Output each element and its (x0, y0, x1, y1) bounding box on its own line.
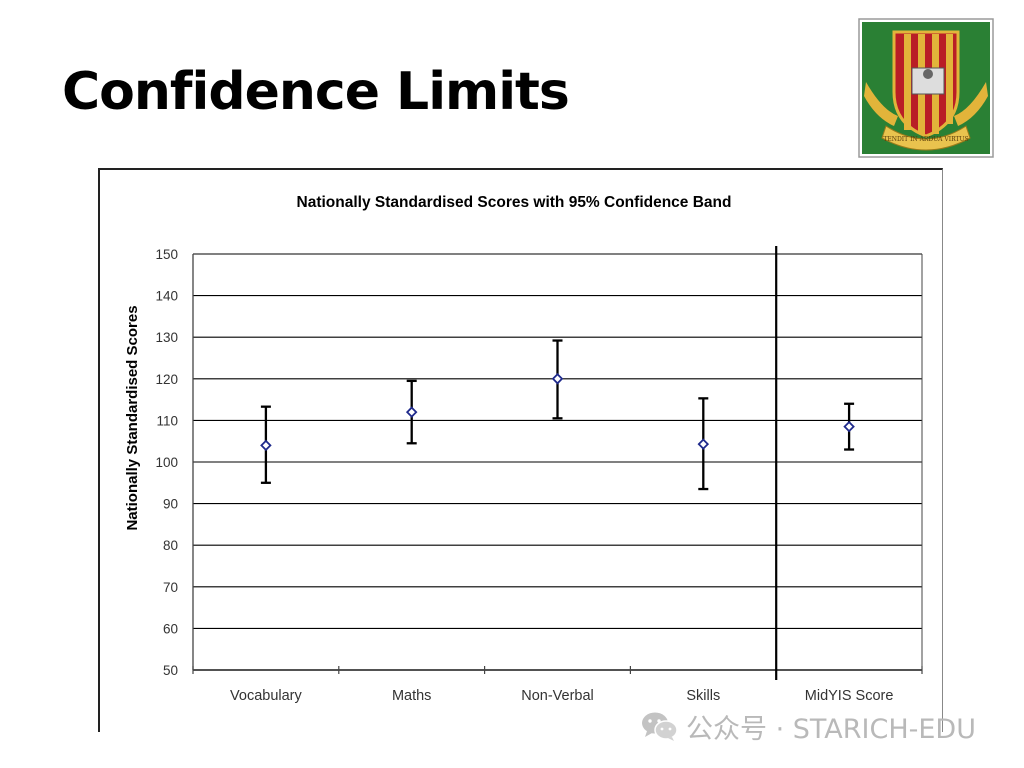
y-tick-label: 100 (155, 455, 178, 470)
x-tick-label: Maths (392, 688, 432, 704)
data-marks (260, 339, 855, 491)
data-point (405, 406, 418, 418)
x-tick-label: Skills (686, 688, 720, 704)
y-tick-label: 60 (163, 621, 178, 636)
data-point (697, 438, 710, 450)
y-tick-label: 150 (155, 247, 178, 262)
axes: 50 60 70 80 90 100 110 120 130 140 150 Vocabulary Ma… (155, 246, 923, 704)
y-tick-label: 80 (163, 538, 178, 553)
chart-panel: Nationally Standardised Scores with 95% … (98, 168, 943, 732)
data-point (551, 373, 564, 385)
y-tick-label: 120 (155, 372, 178, 387)
y-tick-label: 50 (163, 663, 178, 678)
y-tick-label: 110 (156, 413, 178, 428)
school-crest-logo: TENDIT IN ARDUA VIRTUS (858, 18, 994, 158)
y-tick-label: 140 (155, 289, 178, 304)
gridlines (193, 253, 922, 671)
watermark-text: 公众号 · STARICH-EDU (686, 713, 976, 745)
data-point (260, 439, 272, 452)
y-tick-label: 70 (163, 580, 178, 595)
y-tick-label: 90 (163, 497, 178, 512)
watermark: 公众号 · STARICH-EDU (640, 708, 976, 745)
x-tick-label: MidYIS Score (805, 688, 894, 704)
wechat-icon (642, 712, 678, 741)
y-tick-label: 130 (155, 330, 178, 345)
y-axis-label: Nationally Standardised Scores (124, 305, 141, 530)
slide-title: Confidence Limits (62, 62, 570, 122)
crest-motto: TENDIT IN ARDUA VIRTUS (883, 136, 968, 143)
x-tick-label: Non-Verbal (521, 688, 594, 704)
chart-title: Nationally Standardised Scores with 95% … (297, 194, 732, 211)
data-point (843, 420, 855, 433)
x-tick-label: Vocabulary (230, 688, 302, 704)
confidence-chart: Nationally Standardised Scores with 95% … (124, 194, 923, 704)
